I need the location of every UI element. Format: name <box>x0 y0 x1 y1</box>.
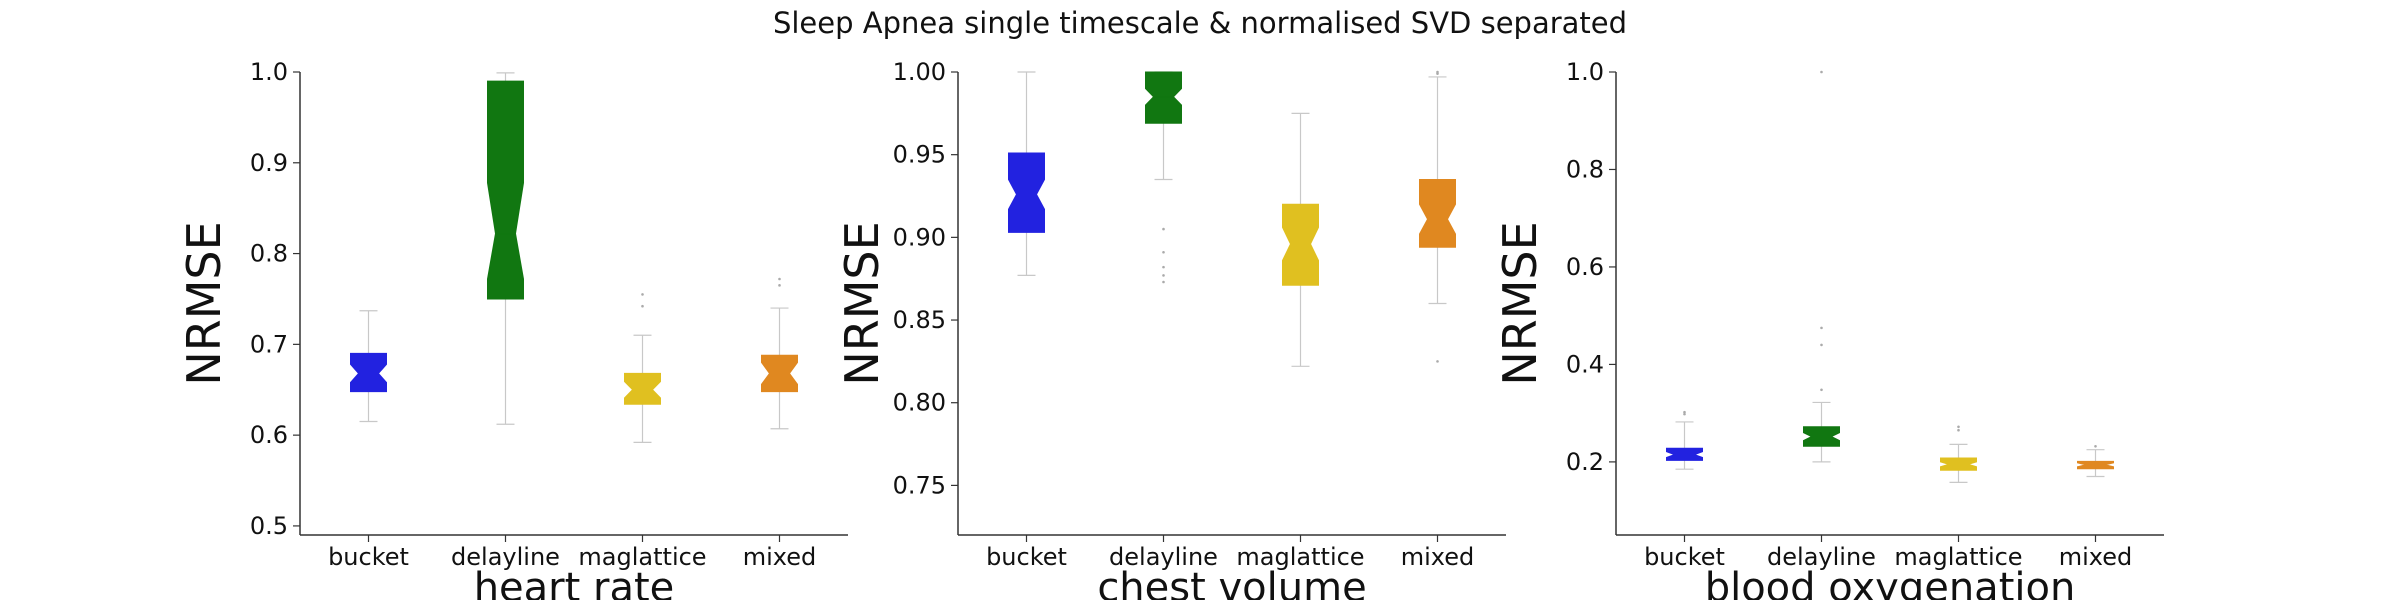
flier-point <box>1957 426 1960 429</box>
figure-title: Sleep Apnea single timescale & normalise… <box>773 6 1627 40</box>
y-tick-label: 0.85 <box>893 306 946 334</box>
box-body <box>1420 180 1456 248</box>
y-tick-label: 0.2 <box>1566 448 1604 476</box>
y-tick-label: 0.6 <box>250 421 288 449</box>
flier-point <box>1162 251 1165 254</box>
y-tick-label: 0.90 <box>893 223 946 251</box>
flier-point <box>1820 71 1823 74</box>
flier-point <box>1162 281 1165 284</box>
box-body <box>488 81 524 299</box>
x-axis-label: blood oxygenation <box>1705 565 2076 600</box>
y-tick-label: 1.00 <box>893 58 946 86</box>
y-axis-label: NRMSE <box>1493 221 1547 385</box>
y-tick-label: 0.9 <box>250 149 288 177</box>
flier-point <box>1683 411 1686 414</box>
flier-point <box>1436 71 1439 74</box>
y-tick-label: 0.4 <box>1566 350 1604 378</box>
y-tick-label: 0.8 <box>250 240 288 268</box>
x-axis-label: chest volume <box>1097 565 1366 600</box>
y-tick-label: 1.0 <box>1566 58 1604 86</box>
y-tick-label: 0.95 <box>893 141 946 169</box>
flier-point <box>1436 360 1439 363</box>
x-tick-label: bucket <box>986 543 1067 571</box>
x-axis-label: heart rate <box>474 565 675 600</box>
flier-point <box>1820 344 1823 347</box>
flier-point <box>1820 388 1823 391</box>
flier-point <box>1957 429 1960 432</box>
flier-point <box>1820 327 1823 330</box>
y-tick-label: 0.5 <box>250 512 288 540</box>
flier-point <box>2094 445 2097 448</box>
flier-point <box>641 305 644 308</box>
y-tick-label: 0.8 <box>1566 155 1604 183</box>
x-tick-label: mixed <box>743 543 817 571</box>
flier-point <box>778 278 781 281</box>
y-tick-label: 0.80 <box>893 389 946 417</box>
x-tick-label: mixed <box>1401 543 1475 571</box>
y-tick-label: 0.6 <box>1566 253 1604 281</box>
y-tick-label: 1.0 <box>250 58 288 86</box>
flier-point <box>778 284 781 287</box>
flier-point <box>641 293 644 296</box>
flier-point <box>1162 228 1165 231</box>
flier-point <box>1162 266 1165 269</box>
y-tick-label: 0.75 <box>893 471 946 499</box>
y-axis-label: NRMSE <box>835 221 889 385</box>
y-tick-label: 0.7 <box>250 330 288 358</box>
y-axis-label: NRMSE <box>177 221 231 385</box>
x-tick-label: bucket <box>328 543 409 571</box>
flier-point <box>1162 274 1165 277</box>
